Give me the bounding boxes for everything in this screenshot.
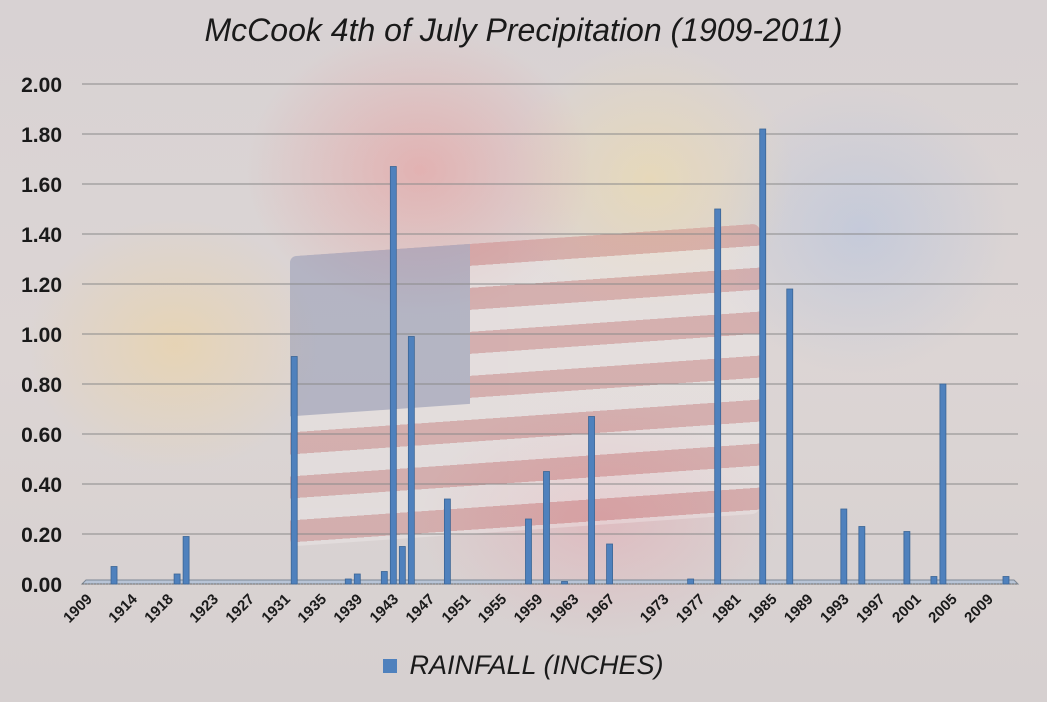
x-tick-label: 1985 [745, 591, 781, 627]
x-tick-label: 1997 [853, 591, 889, 627]
y-tick-label: 0.60 [21, 424, 62, 447]
bar-2011 [1002, 576, 1010, 585]
x-tick-label: 1939 [330, 591, 366, 627]
x-axis-ticks: 1909 1914 1918 1923 1927 1931 1935 1939 1943 1947… [60, 590, 997, 626]
y-tick-label: 0.00 [21, 574, 62, 597]
x-tick-label: 1959 [511, 591, 547, 627]
x-tick-label: 2001 [889, 591, 925, 627]
y-tick-label: 2.00 [21, 74, 62, 97]
bar-1965 [588, 416, 595, 585]
x-tick-label: 1943 [367, 591, 403, 627]
x-tick-label: 1989 [781, 591, 817, 627]
bar-1960 [543, 471, 550, 585]
x-tick-label: 2005 [925, 591, 961, 627]
bar-2000 [903, 531, 911, 585]
bar-1987 [786, 288, 794, 585]
floor-strip [80, 579, 1020, 585]
bar-1912 [110, 566, 118, 585]
bar-1967 [606, 543, 613, 585]
bar-1949 [443, 498, 451, 585]
bar-1945 [407, 336, 415, 585]
plot-floor [80, 579, 1020, 585]
x-tick-label: 1951 [439, 591, 475, 627]
y-tick-label: 0.20 [21, 524, 62, 547]
bar-1993 [840, 508, 848, 585]
x-tick-label: 1963 [547, 591, 583, 627]
y-tick-label: 1.60 [21, 174, 62, 197]
x-tick-label: 1947 [403, 591, 439, 627]
bar-1979 [714, 208, 722, 585]
x-tick-label: 1931 [258, 591, 294, 627]
y-tick-label: 0.40 [21, 474, 62, 497]
legend: RAINFALL (INCHES) [0, 650, 1047, 681]
y-tick-label: 1.00 [21, 324, 62, 347]
chart-title: McCook 4th of July Precipitation (1909-2… [204, 12, 843, 48]
x-tick-label: 1914 [105, 590, 141, 626]
gridlines [82, 83, 1018, 535]
x-tick-label: 1918 [141, 591, 177, 627]
y-tick-label: 1.80 [21, 124, 62, 147]
x-tick-label: 1923 [186, 591, 222, 627]
x-tick-label: 1993 [817, 591, 853, 627]
bar-2003 [930, 576, 938, 585]
bar-2004 [939, 383, 947, 585]
x-tick-label: 1955 [475, 591, 511, 627]
x-tick-label: 1935 [294, 591, 330, 627]
bar-1962 [561, 581, 568, 585]
legend-label: RAINFALL (INCHES) [409, 650, 664, 680]
y-tick-label: 1.40 [21, 224, 62, 247]
bar-1942 [380, 571, 388, 585]
bar-1938 [344, 578, 352, 585]
bar-1984 [759, 128, 767, 585]
bar-1944 [398, 546, 406, 585]
x-tick-label: 1977 [673, 591, 709, 627]
y-axis-ticks: 0.00 0.20 0.40 0.60 0.80 1.00 1.20 1.40 1.60 1.80… [21, 74, 62, 597]
bar-1976 [687, 578, 695, 585]
x-tick-label: 1909 [60, 591, 96, 627]
bar-1932 [290, 356, 298, 585]
bars [110, 128, 1010, 585]
bar-1939 [353, 573, 361, 585]
y-tick-label: 0.80 [21, 374, 62, 397]
bar-1919 [173, 573, 181, 585]
y-tick-label: 1.20 [21, 274, 62, 297]
x-tick-label: 1981 [709, 591, 745, 627]
x-tick-label: 1967 [583, 591, 619, 627]
bar-1958 [525, 518, 532, 585]
bar-1920 [182, 536, 190, 585]
x-tick-label: 2009 [961, 591, 997, 627]
x-tick-label: 1927 [222, 591, 258, 627]
legend-swatch [383, 658, 398, 673]
bar-1943 [389, 166, 397, 585]
x-tick-label: 1973 [637, 591, 673, 627]
bar-1995 [858, 526, 866, 585]
